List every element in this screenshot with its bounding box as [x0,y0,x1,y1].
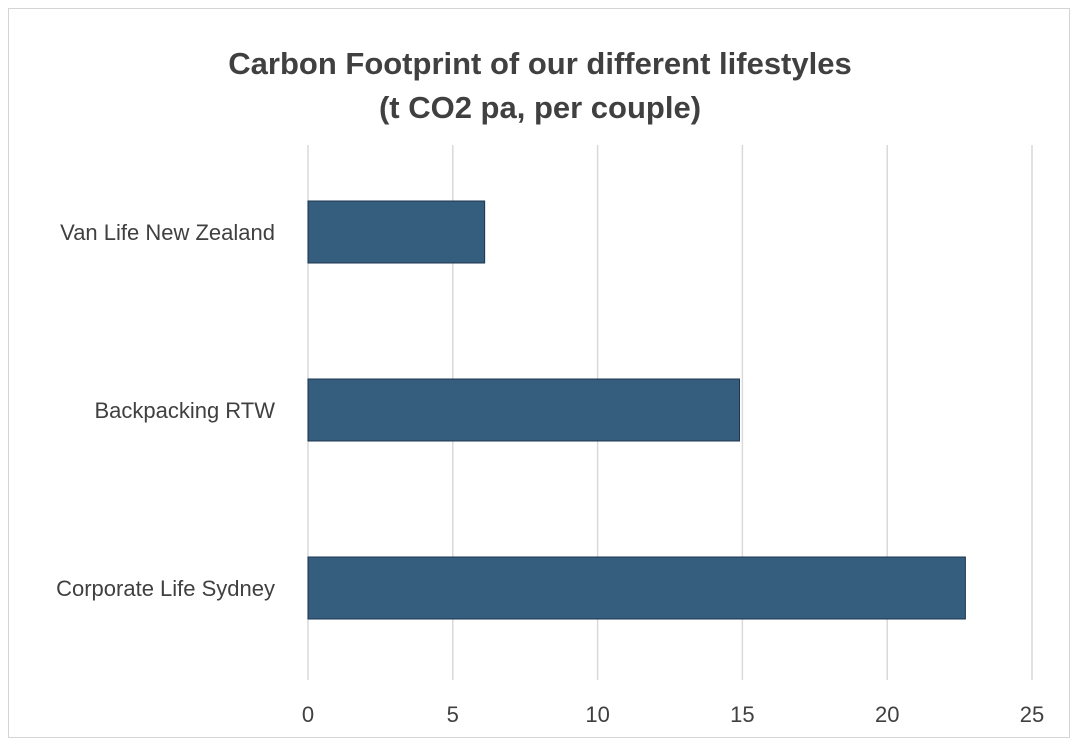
bar-van-life-new-zealand [307,200,486,264]
x-tick-label-0: 0 [302,702,314,727]
bar-corporate-life-sydney [307,556,966,620]
x-tick-label-15: 15 [730,702,754,727]
x-tick-label-25: 25 [1020,702,1044,727]
x-tick-label-20: 20 [875,702,899,727]
category-label-backpacking-rtw: Backpacking RTW [94,398,275,423]
category-label-van-life-new-zealand: Van Life New Zealand [60,220,275,245]
x-tick-label-10: 10 [585,702,609,727]
chart-subtitle-line: (t CO2 pa, per couple) [378,90,702,125]
chart-title: Carbon Footprint of our different lifest… [0,42,1080,130]
chart-title-line: Carbon Footprint of our different lifest… [228,46,852,81]
bar-backpacking-rtw [307,378,741,442]
category-label-corporate-life-sydney: Corporate Life Sydney [56,576,275,601]
x-tick-label-5: 5 [447,702,459,727]
